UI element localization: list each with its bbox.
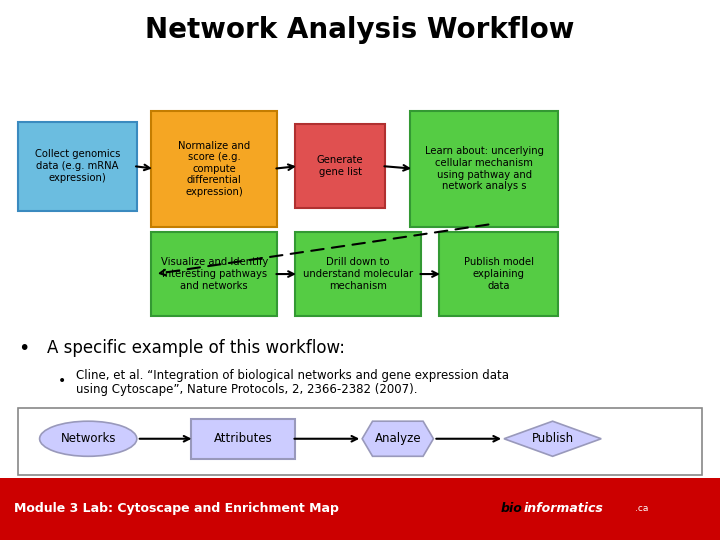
Polygon shape bbox=[362, 421, 433, 456]
Text: Network Analysis Workflow: Network Analysis Workflow bbox=[145, 16, 575, 44]
Text: A specific example of this workflow:: A specific example of this workflow: bbox=[47, 339, 345, 357]
Text: Attributes: Attributes bbox=[214, 432, 272, 445]
Text: using Cytoscape”, Nature Protocols, 2, 2366-2382 (2007).: using Cytoscape”, Nature Protocols, 2, 2… bbox=[76, 383, 417, 396]
Text: Drill down to
understand molecular
mechanism: Drill down to understand molecular mecha… bbox=[303, 258, 413, 291]
FancyBboxPatch shape bbox=[18, 122, 137, 211]
FancyBboxPatch shape bbox=[18, 408, 702, 475]
FancyBboxPatch shape bbox=[151, 232, 277, 316]
Text: Normalize and
score (e.g.
compute
differential
expression): Normalize and score (e.g. compute differ… bbox=[178, 140, 251, 197]
FancyBboxPatch shape bbox=[410, 111, 558, 227]
Text: Generate
gene list: Generate gene list bbox=[317, 156, 364, 177]
Ellipse shape bbox=[40, 421, 137, 456]
FancyBboxPatch shape bbox=[295, 232, 421, 316]
Text: Cline, et al. “Integration of biological networks and gene expression data: Cline, et al. “Integration of biological… bbox=[76, 369, 508, 382]
FancyBboxPatch shape bbox=[191, 418, 295, 459]
Text: Analyze: Analyze bbox=[374, 432, 421, 445]
Text: Networks: Networks bbox=[60, 432, 116, 445]
Text: Module 3 Lab: Cytoscape and Enrichment Map: Module 3 Lab: Cytoscape and Enrichment M… bbox=[14, 502, 339, 515]
Text: .ca: .ca bbox=[635, 504, 649, 513]
Text: Collect genomics
data (e.g. mRNA
expression): Collect genomics data (e.g. mRNA express… bbox=[35, 150, 120, 183]
Text: Learn about: uncerlying
cellular mechanism
using pathway and
network analys s: Learn about: uncerlying cellular mechani… bbox=[425, 146, 544, 191]
FancyBboxPatch shape bbox=[0, 478, 720, 540]
FancyBboxPatch shape bbox=[151, 111, 277, 227]
Text: bio: bio bbox=[500, 502, 522, 515]
Text: Publish: Publish bbox=[531, 432, 574, 445]
Polygon shape bbox=[504, 421, 601, 456]
FancyBboxPatch shape bbox=[439, 232, 558, 316]
Text: Visualize and Identify
interesting pathways
and networks: Visualize and Identify interesting pathw… bbox=[161, 258, 268, 291]
FancyBboxPatch shape bbox=[295, 124, 385, 208]
Text: Publish model
explaining
data: Publish model explaining data bbox=[464, 258, 534, 291]
Text: informatics: informatics bbox=[523, 502, 603, 515]
Text: •: • bbox=[58, 374, 66, 388]
Text: •: • bbox=[18, 339, 30, 358]
